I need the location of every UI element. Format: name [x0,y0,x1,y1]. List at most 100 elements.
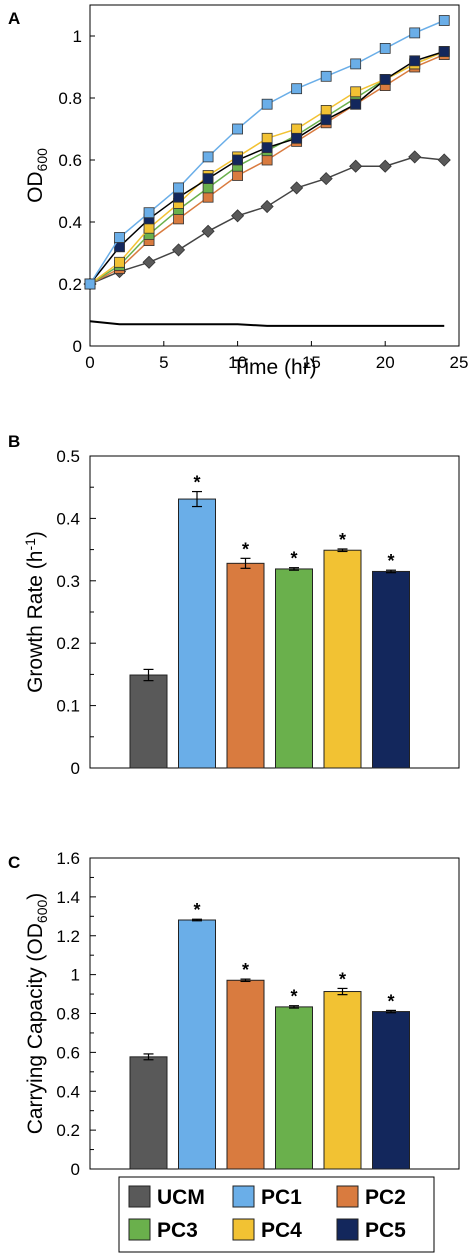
data-point-pc5 [379,74,391,85]
y-tick-label: 0.4 [58,213,82,232]
data-point-pc5 [291,132,303,144]
data-point-pc4 [261,132,273,144]
growth-rate-chart: 0 0.1 0.2 0.3 0.4 0.5 Growth Rate (h-1) * * * * * [22,447,460,778]
plot-frame [89,4,460,347]
data-point-ucm [349,159,363,173]
y-tick-label: 0.1 [56,697,80,716]
data-point-pc1 [438,15,450,26]
bar-pc1 [178,919,216,1170]
legend-swatch-pc3 [128,1218,151,1241]
significance-star-pc4: * [339,969,346,989]
legend-swatch-pc4 [232,1218,255,1241]
data-point-pc5 [350,98,362,110]
data-point-pc4 [114,256,125,268]
data-point-pc2 [261,154,273,166]
y-tick-label: 0.8 [56,1005,80,1024]
y-axis-title: Carrying Capacity (OD600) [24,893,50,1135]
data-point-pc4 [143,222,155,234]
data-point-pc5 [173,191,184,203]
bar-pc2 [226,562,265,769]
legend-label-ucm: UCM [157,1186,205,1209]
data-point-ucm [319,172,333,186]
data-point-pc5 [320,114,332,126]
significance-star-pc3: * [290,987,297,1007]
series-line-ucm [89,156,445,285]
y-tick-label: 0.2 [56,634,80,653]
x-tick-label: 5 [159,353,168,372]
legend-label-pc1: PC1 [261,1186,302,1209]
series-line-pc5 [89,50,445,285]
data-point-ucm [201,224,215,238]
panel-letter-b: B [8,432,20,451]
data-point-pc2 [202,191,214,203]
data-point-pc5 [261,142,273,154]
data-point-ucm [142,255,156,269]
x-tick-label: 0 [85,353,94,372]
data-point-ucm [231,209,245,223]
bar-pc5 [372,570,410,769]
data-point-pc1 [84,278,96,290]
data-point-pc5 [232,154,244,166]
data-point-pc1 [291,83,303,95]
y-tick-label: 0.4 [56,509,80,528]
data-point-pc4 [350,86,362,98]
y-axis-title: Growth Rate (h-1) [22,531,47,693]
y-tick-label: 0 [71,1160,80,1179]
data-point-ucm [171,243,186,257]
data-point-pc4 [320,105,332,116]
x-tick-label: 25 [450,353,468,372]
data-point-pc5 [409,55,421,67]
series-line-pc2 [89,53,445,285]
y-tick-label: 0.2 [56,1121,80,1140]
y-tick-label: 0.3 [56,572,80,591]
y-tick-label: 0.6 [58,151,82,170]
bar-ucm [129,1056,168,1170]
significance-star-pc2: * [242,960,249,980]
bar-pc3 [275,568,313,769]
significance-star-pc2: * [242,539,249,559]
legend-swatch-pc5 [336,1218,359,1241]
y-tick-label: 1 [73,27,82,46]
bar-pc4 [323,991,362,1170]
y-tick-label: 1 [71,966,80,985]
legend-label-pc4: PC4 [261,1219,302,1242]
data-point-pc3 [202,182,214,194]
legend-swatch-pc2 [336,1185,359,1208]
y-tick-label: 1.4 [56,888,80,907]
data-point-ucm [437,153,451,167]
series-line-pc4 [89,50,445,285]
significance-star-pc1: * [193,473,200,493]
legend-swatch-ucm [128,1185,151,1208]
data-point-pc1 [350,58,362,70]
y-axis-title: OD600 [24,148,50,203]
data-point-pc2 [173,213,184,225]
x-tick-label: 15 [302,353,321,372]
panel-letter-c: C [8,853,20,872]
y-tick-label: 0.5 [56,447,80,466]
y-tick-label: 0 [73,337,82,356]
data-point-pc1 [232,123,244,135]
significance-star-pc3: * [290,549,297,569]
data-point-pc5 [438,46,450,57]
x-tick-label: 20 [376,353,395,372]
bar-pc4 [323,549,362,769]
legend: UCM PC1 PC2 PC3 PC4 PC5 [118,1176,435,1253]
data-point-pc1 [202,151,214,163]
legend-label-pc3: PC3 [157,1219,198,1242]
y-tick-label: 0.8 [58,89,82,108]
data-point-ucm [290,181,304,195]
bar-pc1 [178,498,216,769]
y-tick-label: 0 [71,759,80,778]
y-tick-label: 1.6 [56,849,80,868]
data-point-ucm [378,159,392,173]
significance-star-pc1: * [193,900,200,920]
data-point-pc1 [379,43,391,54]
data-point-pc1 [409,27,421,39]
legend-box [118,1176,435,1253]
legend-label-pc5: PC5 [365,1219,406,1242]
carrying-capacity-chart: 0 0.2 0.4 0.6 0.8 1 1.2 1.4 1.6 Carrying Capacity… [24,849,460,1179]
y-tick-label: 0.6 [56,1043,80,1062]
y-tick-label: 1.2 [56,927,80,946]
legend-swatch-pc1 [232,1185,255,1208]
